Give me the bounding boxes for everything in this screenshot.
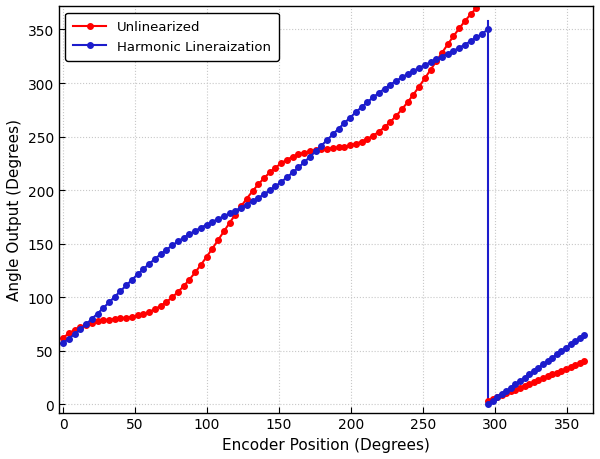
Unlinearized bbox=[398, 107, 406, 113]
Unlinearized bbox=[94, 319, 101, 325]
Unlinearized bbox=[410, 93, 417, 98]
Harmonic Lineraization bbox=[410, 69, 417, 74]
Unlinearized bbox=[392, 114, 400, 119]
Legend: Unlinearized, Harmonic Lineraization: Unlinearized, Harmonic Lineraization bbox=[65, 13, 279, 62]
X-axis label: Encoder Position (Degrees): Encoder Position (Degrees) bbox=[222, 437, 430, 452]
Unlinearized bbox=[59, 335, 67, 341]
Harmonic Lineraization bbox=[439, 55, 446, 60]
Harmonic Lineraization bbox=[59, 341, 67, 346]
Harmonic Lineraization bbox=[392, 79, 400, 84]
Unlinearized bbox=[381, 125, 388, 131]
Harmonic Lineraization bbox=[381, 87, 388, 92]
Line: Harmonic Lineraization: Harmonic Lineraization bbox=[60, 28, 491, 346]
Harmonic Lineraization bbox=[484, 28, 491, 33]
Line: Unlinearized: Unlinearized bbox=[60, 0, 491, 341]
Harmonic Lineraization bbox=[94, 311, 101, 317]
Harmonic Lineraization bbox=[398, 75, 406, 81]
Unlinearized bbox=[439, 51, 446, 56]
Y-axis label: Angle Output (Degrees): Angle Output (Degrees) bbox=[7, 119, 22, 301]
Unlinearized bbox=[484, 0, 491, 1]
